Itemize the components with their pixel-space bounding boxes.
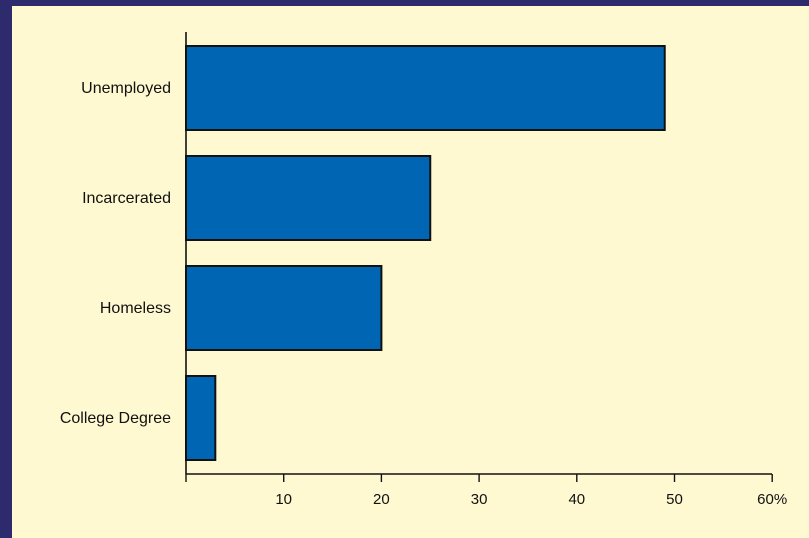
bar-chart: Unemployed Incarcerated Homeless College De… (60, 32, 787, 508)
x-tick-label: 40 (568, 491, 585, 508)
x-tick-label: 20 (373, 491, 390, 508)
chart-panel: Unemployed Incarcerated Homeless College De… (12, 6, 809, 538)
category-label: Unemployed (81, 80, 171, 97)
bar-college-degree (185, 375, 217, 461)
category-label: College Degree (60, 410, 171, 427)
x-tick-labels: 10 20 30 40 50 60% (275, 491, 787, 508)
bar-homeless (185, 265, 383, 351)
category-label: Homeless (100, 300, 171, 317)
category-labels: Unemployed Incarcerated Homeless College De… (60, 80, 171, 427)
x-tick-label: 10 (275, 491, 292, 508)
bar-incarcerated (185, 155, 432, 241)
x-tick-label: 60% (757, 491, 787, 508)
x-ticks (185, 474, 773, 482)
bars-group (185, 45, 666, 461)
bar-unemployed (185, 45, 666, 131)
category-label: Incarcerated (82, 190, 171, 207)
x-tick-label: 30 (471, 491, 488, 508)
x-tick-label: 50 (666, 491, 683, 508)
